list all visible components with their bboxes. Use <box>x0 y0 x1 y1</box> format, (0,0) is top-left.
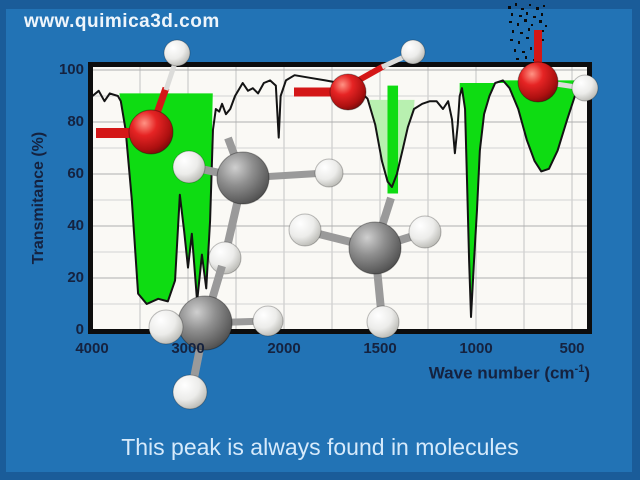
hydrogen-atom <box>172 150 206 184</box>
y-tick-label-20: 20 <box>67 269 84 286</box>
x-tick-label-3000: 3000 <box>171 340 205 357</box>
band-c-o-stretch-band <box>459 80 504 318</box>
x-tick-label-500: 500 <box>559 340 585 357</box>
band-o-h-out-of-plane-band <box>503 80 587 172</box>
y-tick-label-40: 40 <box>67 217 84 234</box>
x-tick-label-2000: 2000 <box>267 340 301 357</box>
hydroxyl-group-top-right <box>517 30 599 103</box>
x-axis-title: Wave number (cm-1) <box>429 363 590 384</box>
oxygen-atom <box>517 61 559 103</box>
highlight-marker <box>387 85 399 194</box>
hydroxyl-group-middle <box>294 39 426 111</box>
hydrogen-atom <box>163 39 191 67</box>
hydrogen-atom <box>400 39 426 65</box>
hydrogen-atom <box>408 215 442 249</box>
hydrogen-atom <box>314 158 344 188</box>
x-axis-title-exponent: -1 <box>574 363 585 375</box>
hydrogen-atom <box>571 74 599 102</box>
x-axis-title-close: ) <box>584 363 590 383</box>
hydrogen-atom <box>148 309 184 345</box>
caption-text: This peak is always found in molecules <box>121 434 519 460</box>
oxygen-atom <box>128 109 174 155</box>
hydrogen-atom <box>288 213 322 247</box>
hydrogen-atom <box>252 305 284 337</box>
hydroxyl-group-left <box>96 39 191 155</box>
x-tick-label-4000: 4000 <box>75 340 109 357</box>
hydrogen-atom <box>366 305 400 339</box>
website-watermark: www.quimica3d.com <box>24 11 220 32</box>
hydrogen-atom <box>172 374 208 410</box>
y-axis-title: Transmitance (%) <box>30 131 47 265</box>
y-tick-label-60: 60 <box>67 165 84 182</box>
methane-molecule <box>288 196 442 339</box>
methyl-group-lower <box>148 264 284 410</box>
x-tick-label-1500: 1500 <box>363 340 397 357</box>
hydrogen-atom <box>208 241 242 275</box>
x-tick-label-1000: 1000 <box>459 340 493 357</box>
carbon-atom <box>216 151 270 205</box>
bond <box>380 53 408 70</box>
y-tick-label-100: 100 <box>58 61 84 78</box>
y-tick-label-80: 80 <box>67 113 84 130</box>
x-axis-title-text: Wave number (cm <box>428 363 575 383</box>
oxygen-atom <box>329 73 367 111</box>
gif-artifact-noise <box>508 3 547 61</box>
y-tick-label-0: 0 <box>75 321 84 338</box>
methyl-group-upper <box>172 136 344 275</box>
carbon-atom <box>348 221 402 275</box>
